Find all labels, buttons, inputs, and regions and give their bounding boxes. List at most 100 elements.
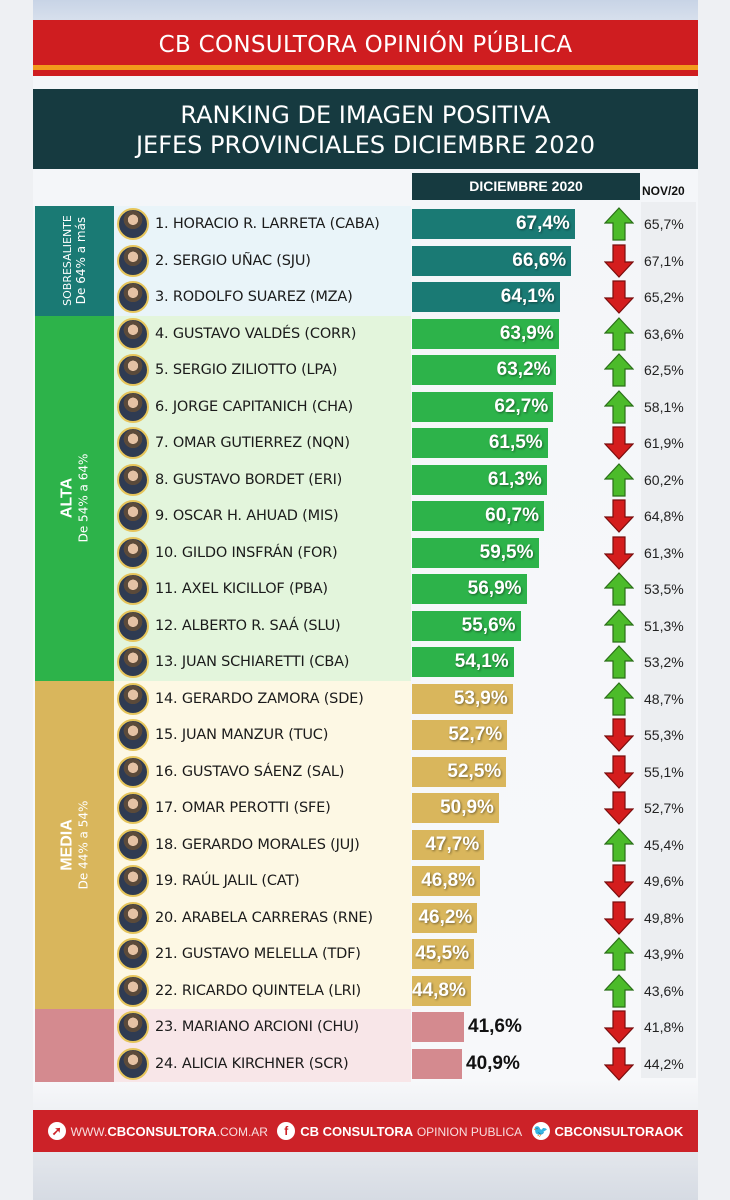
previous-value: 53,2% (644, 654, 684, 670)
ranking-row: 5. SERGIO ZILIOTTO (LPA) 63,2% 62,5% (114, 352, 696, 388)
ranking-row: 21. GUSTAVO MELELLA (TDF) 45,5% 43,9% (114, 936, 696, 972)
avatar (117, 865, 149, 897)
category-band (114, 680, 411, 1009)
value-bar-fill (412, 1012, 464, 1042)
ranking-row: 17. OMAR PEROTTI (SFE) 50,9% 52,7% (114, 790, 696, 826)
avatar (117, 646, 149, 678)
value-bar: 50,9% (412, 793, 499, 823)
arrow-down-icon (604, 280, 634, 314)
arrow-down-icon (604, 535, 634, 570)
avatar (117, 390, 149, 423)
ranking-row: 24. ALICIA KIRCHNER (SCR) 40,9% 44,2% (114, 1046, 696, 1082)
value-bar: 47,7% (412, 829, 485, 860)
ranking-row: 10. GILDO INSFRÁN (FOR) 59,5% 61,3% (114, 535, 696, 571)
arrow-down-icon (604, 243, 634, 278)
value-label: 46,2% (418, 906, 473, 928)
value-bar: 66,6% (412, 245, 572, 276)
governor-name: 13. JUAN SCHIARETTI (CBA) (155, 654, 350, 670)
value-label: 56,9% (467, 578, 522, 599)
value-label: 45,5% (415, 943, 470, 964)
avatar (117, 427, 149, 459)
arrow-up-icon (604, 316, 634, 351)
ranking-row: 23. MARIANO ARCIONI (CHU) 41,6% 41,8% (114, 1009, 696, 1045)
arrow-up-icon (604, 937, 634, 971)
value-bar: 64,1% (412, 282, 560, 312)
arrow-up-icon (604, 608, 634, 643)
previous-value: 45,4% (644, 836, 684, 853)
arrow-down-icon (604, 1046, 634, 1081)
footer-twitter[interactable]: 🐦 CBCONSULTORAOK (531, 1122, 684, 1140)
category-range: De 64% a más (74, 217, 88, 305)
twitter-icon: 🐦 (531, 1122, 550, 1140)
governor-name: 23. MARIANO ARCIONI (CHU) (155, 1019, 360, 1035)
column-header-current: DICIEMBRE 2020 (412, 173, 640, 200)
governor-name: 19. RAÚL JALIL (CAT) (155, 873, 300, 889)
arrow-up-icon (604, 462, 634, 497)
value-label: 63,9% (499, 322, 554, 344)
governor-name: 2. SERGIO UÑAC (SJU) (155, 252, 311, 269)
category-range: De 54% a 64% (76, 453, 91, 543)
value-label: 47,7% (425, 833, 480, 855)
value-bar-fill (412, 1048, 462, 1079)
orange-stripe (33, 65, 698, 70)
value-bar: 63,9% (412, 318, 559, 349)
value-label: 52,7% (448, 724, 503, 745)
arrow-up-icon (604, 681, 634, 716)
avatar (117, 719, 149, 751)
governor-name: 16. GUSTAVO SÁENZ (SAL) (155, 763, 345, 780)
value-bar: 67,4% (412, 209, 575, 239)
governor-name: 5. SERGIO ZILIOTTO (LPA) (155, 362, 338, 378)
previous-value: 53,5% (644, 581, 684, 597)
value-bar: 52,7% (412, 720, 508, 750)
avatar (117, 792, 149, 824)
value-bar: 46,8% (412, 866, 481, 896)
previous-value: 62,5% (644, 362, 684, 378)
value-label: 64,1% (500, 286, 555, 307)
value-bar: 59,5% (412, 537, 539, 568)
avatar (117, 500, 149, 532)
governor-name: 21. GUSTAVO MELELLA (TDF) (155, 946, 361, 962)
value-label: 61,5% (488, 432, 543, 453)
value-label: 52,5% (447, 760, 502, 782)
value-bar: 41,6% (412, 1012, 542, 1042)
value-bar: 63,2% (412, 355, 556, 385)
previous-column-background (641, 202, 696, 1078)
governor-name: 11. AXEL KICILLOF (PBA) (155, 581, 328, 597)
governor-name: 8. GUSTAVO BORDET (ERI) (155, 471, 343, 488)
arrow-up-icon (604, 645, 634, 679)
governor-name: 17. OMAR PEROTTI (SFE) (155, 800, 331, 816)
avatar (117, 974, 149, 1007)
governor-name: 18. GERARDO MORALES (JUJ) (155, 836, 360, 853)
arrow-down-icon (604, 499, 634, 533)
value-bar: 40,9% (412, 1048, 542, 1079)
previous-value: 49,6% (644, 873, 684, 889)
footer-website[interactable]: ➚ WWW.CBCONSULTORA.COM.AR (47, 1122, 268, 1140)
previous-value: 43,9% (644, 946, 684, 962)
facebook-icon: f (277, 1122, 296, 1140)
value-bar: 54,1% (412, 647, 514, 677)
value-label: 53,9% (453, 687, 508, 709)
previous-value: 58,1% (644, 398, 684, 415)
previous-value: 61,9% (644, 435, 684, 451)
category-band (114, 206, 411, 316)
value-label: 54,1% (454, 651, 509, 672)
arrow-up-icon (604, 207, 634, 241)
value-label: 46,8% (421, 870, 476, 891)
avatar (117, 609, 149, 642)
ranking-row: 4. GUSTAVO VALDÉS (CORR) 63,9% 63,6% (114, 316, 696, 352)
value-label: 44,8% (412, 979, 466, 1001)
ranking-row: 6. JORGE CAPITANICH (CHA) 62,7% 58,1% (114, 389, 696, 425)
governor-name: 20. ARABELA CARRERAS (RNE) (155, 909, 373, 926)
ranking-row: 19. RAÚL JALIL (CAT) 46,8% 49,6% (114, 863, 696, 899)
avatar (117, 755, 149, 788)
value-bar: 45,5% (412, 939, 475, 969)
footer-facebook[interactable]: f CB CONSULTORA OPINION PUBLICA (277, 1122, 522, 1140)
value-label: 62,7% (494, 395, 549, 417)
arrow-up-icon (604, 572, 634, 606)
ranking-row: 13. JUAN SCHIARETTI (CBA) 54,1% 53,2% (114, 644, 696, 680)
previous-value: 55,3% (644, 727, 684, 743)
footer-banner: ➚ WWW.CBCONSULTORA.COM.AR f CB CONSULTOR… (33, 1110, 698, 1152)
avatar (117, 573, 149, 605)
governor-name: 22. RICARDO QUINTELA (LRI) (155, 982, 361, 999)
arrow-up-icon (604, 389, 634, 424)
